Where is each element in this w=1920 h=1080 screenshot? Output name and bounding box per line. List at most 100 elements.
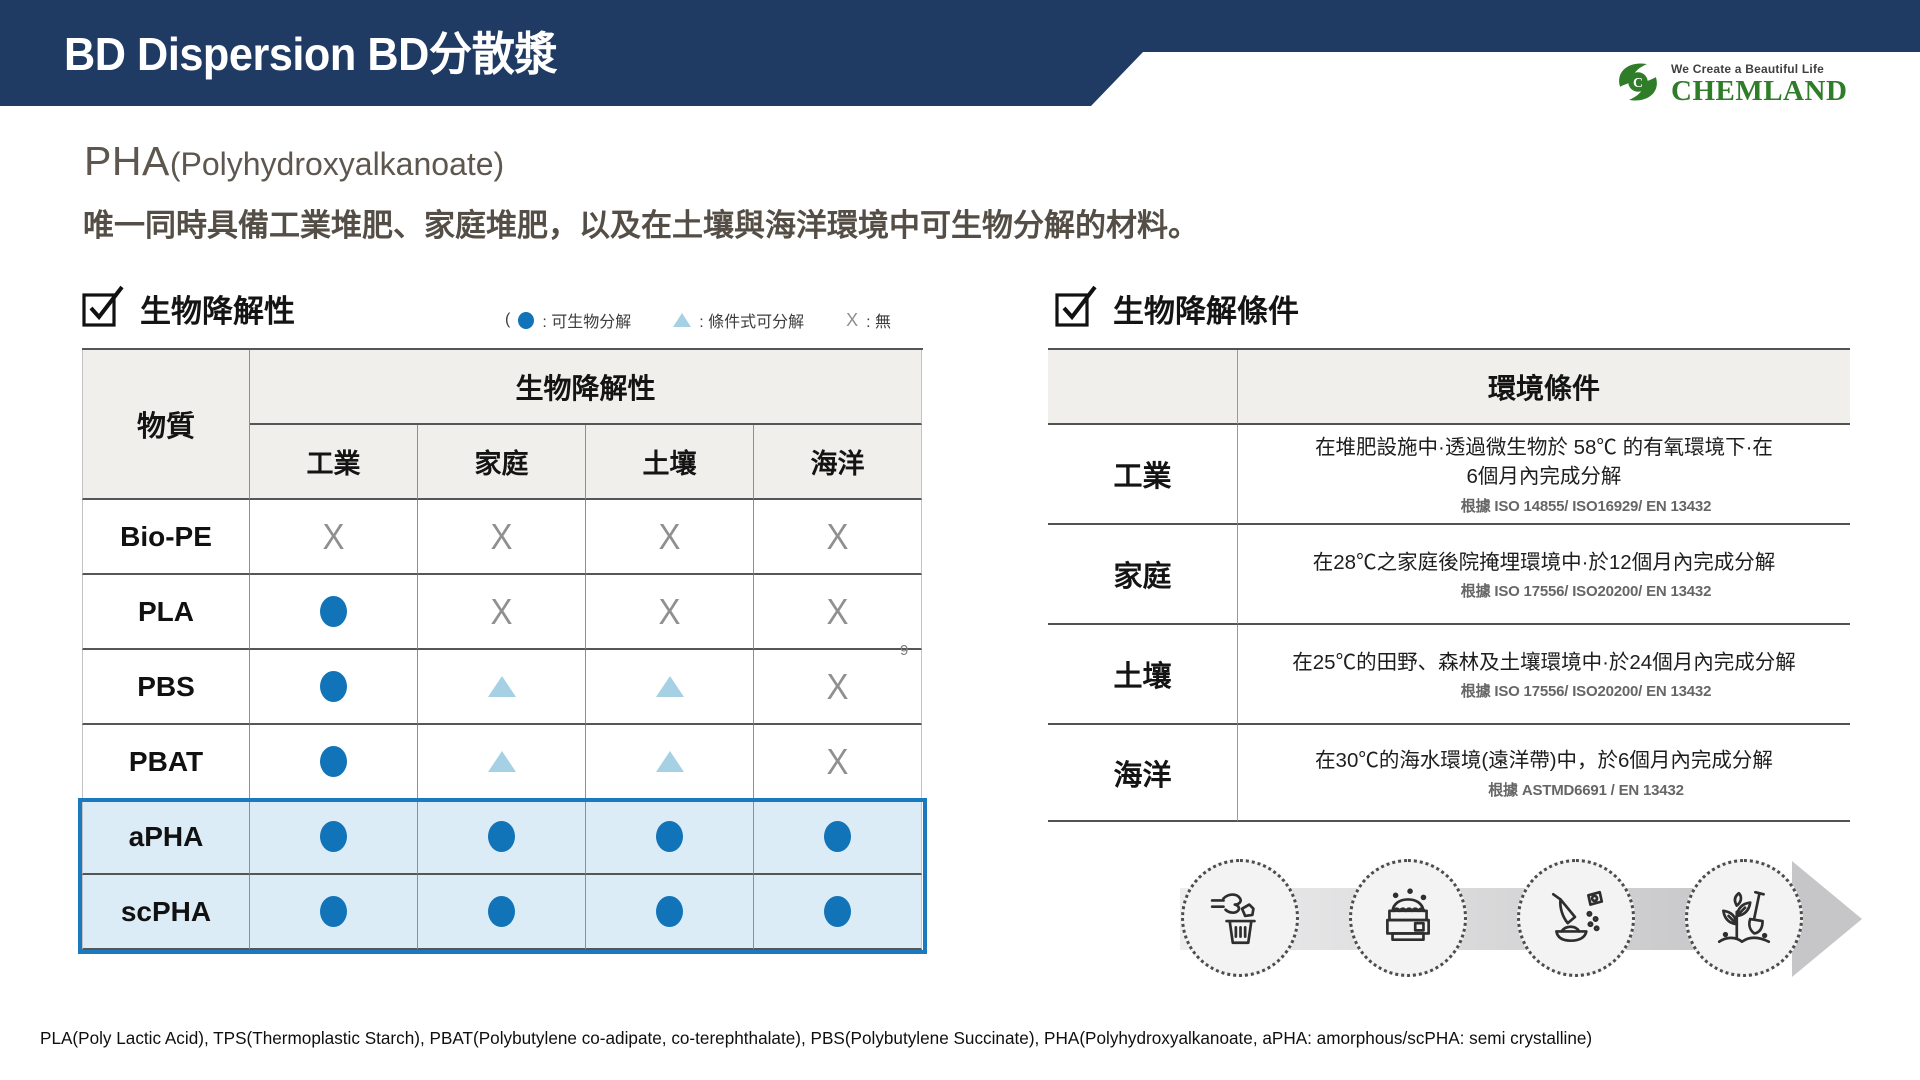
condition-text: 在30℃的海水環境(遠洋帶)中，於6個月內完成分解 bbox=[1315, 749, 1773, 773]
condition-label-marine: 海洋 bbox=[1048, 725, 1238, 822]
trash-disposal-icon bbox=[1210, 893, 1256, 945]
cell-symbol bbox=[320, 596, 347, 627]
biodeg-cell bbox=[418, 650, 586, 725]
cell-symbol: X bbox=[826, 515, 849, 557]
condition-standard: 根據 ISO 17556/ ISO20200/ EN 13432 bbox=[1460, 583, 1712, 601]
cell-symbol bbox=[655, 751, 684, 772]
biodegradability-table: 物質 生物降解性 工業 家庭 土壤 海洋 Bio-PE X X X X PLA … bbox=[78, 348, 927, 954]
biodeg-cell bbox=[418, 725, 586, 800]
pha-heading-sub: (Polyhydroxyalkanoate) bbox=[169, 146, 505, 182]
pha-heading: PHA(Polyhydroxyalkanoate) bbox=[84, 138, 504, 185]
chemland-leaf-icon: C bbox=[1612, 58, 1664, 111]
cell-symbol bbox=[320, 746, 347, 777]
biodeg-cell: X bbox=[754, 500, 922, 575]
cell-symbol bbox=[320, 896, 347, 927]
section-title-conditions: 生物降解條件 bbox=[1053, 283, 1299, 334]
cell-symbol bbox=[656, 896, 683, 927]
biodeg-cell bbox=[250, 650, 418, 725]
checkbox-icon bbox=[1053, 283, 1099, 334]
cell-symbol: X bbox=[826, 740, 849, 782]
flow-step-growth bbox=[1685, 859, 1803, 977]
biodeg-cell bbox=[586, 725, 754, 800]
biodeg-cell bbox=[586, 800, 754, 875]
footer-abbreviations: PLA(Poly Lactic Acid), TPS(Thermoplastic… bbox=[40, 1028, 1593, 1048]
conditions-header-empty bbox=[1048, 350, 1238, 425]
compost-bin-icon bbox=[1386, 888, 1430, 941]
sprout-shovel-icon bbox=[1717, 890, 1771, 944]
biodeg-cell bbox=[250, 875, 418, 950]
slide-title: BD Dispersion BD分散漿 bbox=[64, 28, 558, 80]
biodeg-cell bbox=[250, 800, 418, 875]
condition-text: 在堆肥設施中·透過微生物於 58℃ 的有氧環境下·在 6個月內完成分解 bbox=[1315, 436, 1773, 488]
legend: (: 可生物分解 : 條件式可分解 X: 無 bbox=[505, 308, 891, 332]
cell-symbol bbox=[824, 821, 851, 852]
flow-step-compost bbox=[1349, 859, 1467, 977]
biodeg-cell: X bbox=[418, 575, 586, 650]
biodeg-cell: X bbox=[754, 725, 922, 800]
logo-name: CHEMLAND bbox=[1671, 75, 1848, 107]
cell-symbol bbox=[656, 821, 683, 852]
condition-label-industrial: 工業 bbox=[1048, 425, 1238, 525]
legend-triangle-label: : 條件式可分解 bbox=[699, 314, 805, 331]
legend-circle-label: : 可生物分解 bbox=[542, 314, 632, 331]
cell-symbol: X bbox=[658, 590, 681, 632]
col-header-industrial: 工業 bbox=[250, 425, 418, 500]
material-label: PLA bbox=[82, 575, 250, 650]
flow-step-disposal bbox=[1181, 859, 1299, 977]
cell-symbol: X bbox=[826, 665, 849, 707]
cell-symbol: X bbox=[826, 590, 849, 632]
biodeg-cell bbox=[586, 875, 754, 950]
biodeg-cell: X bbox=[250, 500, 418, 575]
condition-row-soil: 在25℃的田野、森林及土壤環境中·於24個月內完成分解 根據 ISO 17556… bbox=[1238, 625, 1850, 725]
biodeg-cell: X bbox=[754, 575, 922, 650]
col-header-soil: 土壤 bbox=[586, 425, 754, 500]
checkbox-icon bbox=[80, 283, 126, 334]
condition-text: 在25℃的田野、森林及土壤環境中·於24個月內完成分解 bbox=[1292, 650, 1796, 674]
group-header: 生物降解性 bbox=[250, 350, 922, 425]
cell-symbol: X bbox=[490, 590, 513, 632]
legend-x-label: : 無 bbox=[866, 314, 892, 331]
company-logo: C We Create a Beautiful Life CHEMLAND bbox=[1612, 58, 1847, 111]
biodeg-cell bbox=[250, 575, 418, 650]
biodegradable-circle-icon bbox=[518, 311, 535, 329]
condition-row-marine: 在30℃的海水環境(遠洋帶)中，於6個月內完成分解 根據 ASTMD6691 /… bbox=[1238, 725, 1850, 822]
flow-arrow-head bbox=[1792, 861, 1862, 977]
pha-heading-main: PHA bbox=[84, 138, 170, 184]
cell-symbol bbox=[488, 896, 515, 927]
condition-standard: 根據 ISO 17556/ ISO20200/ EN 13432 bbox=[1460, 683, 1712, 701]
biodeg-cell bbox=[586, 650, 754, 725]
legend-open-paren: ( bbox=[505, 311, 511, 328]
material-label: PBS bbox=[82, 650, 250, 725]
biodeg-cell: X bbox=[586, 500, 754, 575]
conditions-table: 環境條件 工業 在堆肥設施中·透過微生物於 58℃ 的有氧環境下·在 6個月內完… bbox=[1048, 348, 1850, 822]
condition-row-home: 在28℃之家庭後院掩埋環境中·於12個月內完成分解 根據 ISO 17556/ … bbox=[1238, 525, 1850, 625]
material-label: PBAT bbox=[82, 725, 250, 800]
intro-description: 唯一同時具備工業堆肥、家庭堆肥，以及在土壤與海洋環境中可生物分解的材料。 bbox=[83, 208, 1199, 243]
cell-symbol bbox=[320, 821, 347, 852]
material-label: Bio-PE bbox=[82, 500, 250, 575]
degradation-process-flow bbox=[1165, 852, 1885, 987]
biodeg-cell bbox=[754, 800, 922, 875]
conditions-header: 環境條件 bbox=[1238, 350, 1850, 425]
condition-label-home: 家庭 bbox=[1048, 525, 1238, 625]
section-title-label: 生物降解性 bbox=[140, 294, 295, 329]
biodeg-cell: X bbox=[586, 575, 754, 650]
material-label: aPHA bbox=[82, 800, 250, 875]
col-header-marine: 海洋 bbox=[754, 425, 922, 500]
cell-symbol bbox=[487, 751, 516, 772]
cell-symbol bbox=[487, 676, 516, 697]
biodeg-cell bbox=[418, 875, 586, 950]
logo-tagline: We Create a Beautiful Life bbox=[1671, 62, 1825, 76]
col-header-home: 家庭 bbox=[418, 425, 586, 500]
biodeg-cell bbox=[418, 800, 586, 875]
flow-step-soil bbox=[1517, 859, 1635, 977]
biodeg-cell bbox=[250, 725, 418, 800]
svg-text:C: C bbox=[1633, 75, 1643, 90]
cell-symbol bbox=[320, 671, 347, 702]
biodeg-cell: X bbox=[754, 650, 922, 725]
condition-standard: 根據 ASTMD6691 / EN 13432 bbox=[1488, 781, 1684, 799]
biodeg-cell: X bbox=[418, 500, 586, 575]
cell-symbol bbox=[655, 676, 684, 697]
cell-symbol: X bbox=[658, 515, 681, 557]
